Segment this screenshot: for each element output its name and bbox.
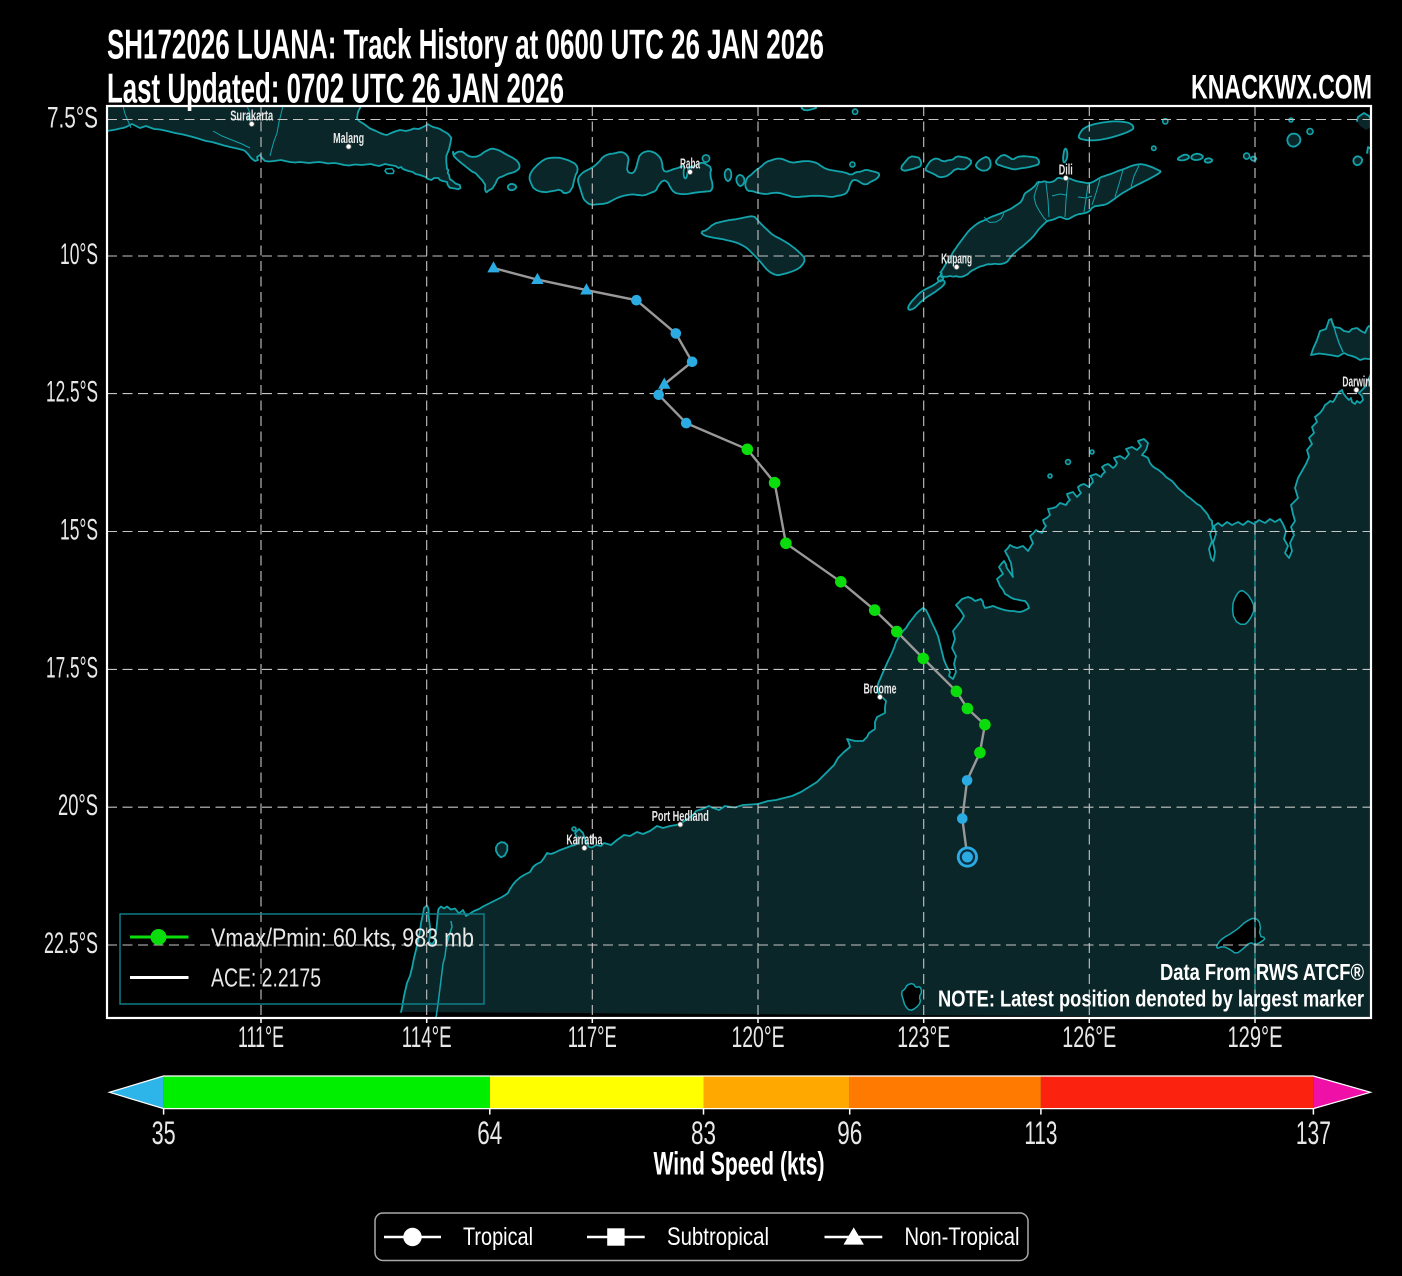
svg-text:Kupang: Kupang — [941, 251, 972, 268]
svg-text:17.5°S: 17.5°S — [46, 651, 98, 684]
svg-text:123°E: 123°E — [897, 1021, 950, 1054]
svg-text:Last Updated: 0702 UTC 26 JAN: Last Updated: 0702 UTC 26 JAN 2026 — [107, 65, 564, 112]
svg-text:12.5°S: 12.5°S — [46, 376, 98, 409]
svg-text:35: 35 — [152, 1115, 176, 1151]
svg-text:10°S: 10°S — [60, 238, 98, 271]
svg-text:64: 64 — [477, 1115, 502, 1151]
svg-text:Tropical: Tropical — [463, 1223, 533, 1251]
svg-text:Port Hedland: Port Hedland — [652, 808, 709, 825]
svg-text:Vmax/Pmin: 60 kts, 983 mb: Vmax/Pmin: 60 kts, 983 mb — [211, 923, 474, 953]
svg-text:22.5°S: 22.5°S — [44, 927, 98, 960]
svg-text:Non-Tropical: Non-Tropical — [905, 1223, 1020, 1251]
svg-text:Surakarta: Surakarta — [230, 108, 273, 125]
svg-text:Darwin: Darwin — [1342, 374, 1370, 391]
svg-text:Data From RWS ATCF®: Data From RWS ATCF® — [1160, 959, 1364, 985]
svg-text:129°E: 129°E — [1228, 1021, 1283, 1054]
svg-text:Subtropical: Subtropical — [667, 1223, 769, 1251]
svg-text:113: 113 — [1024, 1115, 1057, 1151]
svg-text:7.5°S: 7.5°S — [47, 102, 98, 135]
svg-text:114°E: 114°E — [402, 1021, 452, 1054]
svg-text:20°S: 20°S — [58, 789, 98, 822]
svg-text:126°E: 126°E — [1062, 1021, 1116, 1054]
svg-text:96: 96 — [837, 1115, 862, 1151]
svg-text:137: 137 — [1296, 1115, 1331, 1151]
svg-text:Karratha: Karratha — [566, 832, 602, 849]
svg-text:120°E: 120°E — [732, 1021, 785, 1054]
svg-text:117°E: 117°E — [568, 1021, 617, 1054]
svg-text:NOTE: Latest position denoted: NOTE: Latest position denoted by largest… — [938, 986, 1364, 1012]
svg-text:Wind Speed (kts): Wind Speed (kts) — [654, 1146, 825, 1182]
svg-text:SH172026 LUANA: Track History: SH172026 LUANA: Track History at 0600 UT… — [107, 21, 824, 68]
svg-text:Malang: Malang — [333, 130, 364, 147]
svg-text:Raba: Raba — [680, 156, 700, 173]
svg-text:111°E: 111°E — [238, 1021, 284, 1054]
svg-text:KNACKWX.COM: KNACKWX.COM — [1191, 69, 1372, 107]
svg-text:Broome: Broome — [864, 681, 897, 698]
svg-text:15°S: 15°S — [60, 514, 98, 547]
svg-text:Dili: Dili — [1059, 162, 1073, 179]
svg-text:ACE: 2.2175: ACE: 2.2175 — [211, 963, 321, 993]
svg-text:83: 83 — [691, 1115, 716, 1151]
